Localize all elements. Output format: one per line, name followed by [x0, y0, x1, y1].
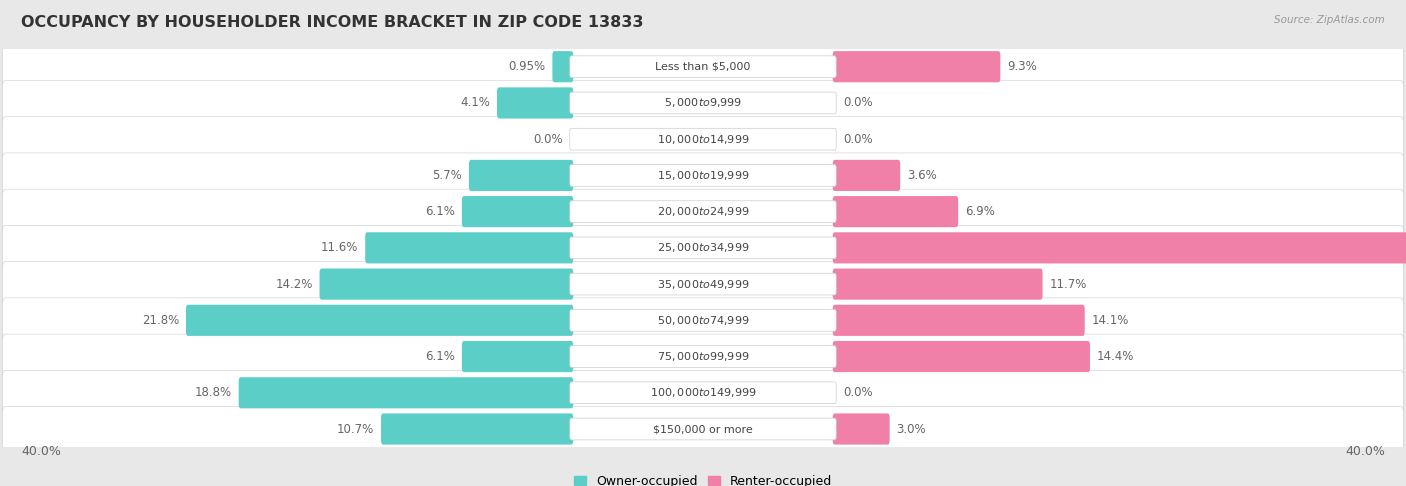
FancyBboxPatch shape — [569, 165, 837, 186]
FancyBboxPatch shape — [3, 370, 1403, 415]
Text: 3.6%: 3.6% — [907, 169, 936, 182]
FancyBboxPatch shape — [381, 414, 574, 445]
Text: $75,000 to $99,999: $75,000 to $99,999 — [657, 350, 749, 363]
FancyBboxPatch shape — [3, 189, 1403, 234]
FancyBboxPatch shape — [832, 196, 959, 227]
Text: 10.7%: 10.7% — [337, 422, 374, 435]
FancyBboxPatch shape — [3, 407, 1403, 451]
FancyBboxPatch shape — [498, 87, 574, 119]
Text: $150,000 or more: $150,000 or more — [654, 424, 752, 434]
FancyBboxPatch shape — [569, 56, 837, 78]
Text: 21.8%: 21.8% — [142, 314, 180, 327]
Text: $35,000 to $49,999: $35,000 to $49,999 — [657, 278, 749, 291]
Text: 3.0%: 3.0% — [897, 422, 927, 435]
FancyBboxPatch shape — [463, 196, 574, 227]
FancyBboxPatch shape — [3, 226, 1403, 270]
Text: 11.6%: 11.6% — [321, 242, 359, 254]
FancyBboxPatch shape — [3, 117, 1403, 162]
Text: $20,000 to $24,999: $20,000 to $24,999 — [657, 205, 749, 218]
Text: 14.4%: 14.4% — [1097, 350, 1135, 363]
Text: 6.9%: 6.9% — [965, 205, 994, 218]
Text: $10,000 to $14,999: $10,000 to $14,999 — [657, 133, 749, 146]
Text: 9.3%: 9.3% — [1007, 60, 1036, 73]
Text: $5,000 to $9,999: $5,000 to $9,999 — [664, 96, 742, 109]
FancyBboxPatch shape — [3, 298, 1403, 343]
Text: 5.7%: 5.7% — [433, 169, 463, 182]
Text: 14.2%: 14.2% — [276, 278, 314, 291]
FancyBboxPatch shape — [3, 44, 1403, 89]
Text: 0.0%: 0.0% — [844, 386, 873, 399]
Text: 14.1%: 14.1% — [1091, 314, 1129, 327]
Text: Less than $5,000: Less than $5,000 — [655, 62, 751, 72]
Text: OCCUPANCY BY HOUSEHOLDER INCOME BRACKET IN ZIP CODE 13833: OCCUPANCY BY HOUSEHOLDER INCOME BRACKET … — [21, 15, 644, 30]
Text: 0.0%: 0.0% — [844, 133, 873, 146]
FancyBboxPatch shape — [470, 160, 574, 191]
Text: 0.0%: 0.0% — [844, 96, 873, 109]
FancyBboxPatch shape — [832, 160, 900, 191]
FancyBboxPatch shape — [832, 341, 1090, 372]
FancyBboxPatch shape — [3, 261, 1403, 307]
Text: $50,000 to $74,999: $50,000 to $74,999 — [657, 314, 749, 327]
Text: $25,000 to $34,999: $25,000 to $34,999 — [657, 242, 749, 254]
FancyBboxPatch shape — [463, 341, 574, 372]
FancyBboxPatch shape — [569, 128, 837, 150]
Text: 40.0%: 40.0% — [21, 446, 60, 458]
FancyBboxPatch shape — [569, 310, 837, 331]
FancyBboxPatch shape — [832, 51, 1001, 82]
FancyBboxPatch shape — [569, 92, 837, 114]
Text: $100,000 to $149,999: $100,000 to $149,999 — [650, 386, 756, 399]
FancyBboxPatch shape — [832, 414, 890, 445]
FancyBboxPatch shape — [569, 201, 837, 223]
FancyBboxPatch shape — [319, 268, 574, 300]
Text: 11.7%: 11.7% — [1049, 278, 1087, 291]
Text: 18.8%: 18.8% — [195, 386, 232, 399]
Text: 0.0%: 0.0% — [533, 133, 562, 146]
Text: 6.1%: 6.1% — [426, 350, 456, 363]
FancyBboxPatch shape — [569, 273, 837, 295]
FancyBboxPatch shape — [366, 232, 574, 263]
Text: 0.95%: 0.95% — [509, 60, 546, 73]
FancyBboxPatch shape — [832, 232, 1406, 263]
FancyBboxPatch shape — [832, 268, 1043, 300]
Text: 6.1%: 6.1% — [426, 205, 456, 218]
FancyBboxPatch shape — [569, 382, 837, 404]
Text: $15,000 to $19,999: $15,000 to $19,999 — [657, 169, 749, 182]
Legend: Owner-occupied, Renter-occupied: Owner-occupied, Renter-occupied — [568, 469, 838, 486]
FancyBboxPatch shape — [569, 346, 837, 367]
FancyBboxPatch shape — [553, 51, 574, 82]
FancyBboxPatch shape — [832, 305, 1085, 336]
FancyBboxPatch shape — [3, 153, 1403, 198]
FancyBboxPatch shape — [569, 237, 837, 259]
FancyBboxPatch shape — [3, 81, 1403, 125]
FancyBboxPatch shape — [569, 418, 837, 440]
Text: 4.1%: 4.1% — [461, 96, 491, 109]
FancyBboxPatch shape — [239, 377, 574, 408]
Text: 40.0%: 40.0% — [1346, 446, 1385, 458]
FancyBboxPatch shape — [3, 334, 1403, 379]
FancyBboxPatch shape — [186, 305, 574, 336]
Text: Source: ZipAtlas.com: Source: ZipAtlas.com — [1274, 15, 1385, 25]
